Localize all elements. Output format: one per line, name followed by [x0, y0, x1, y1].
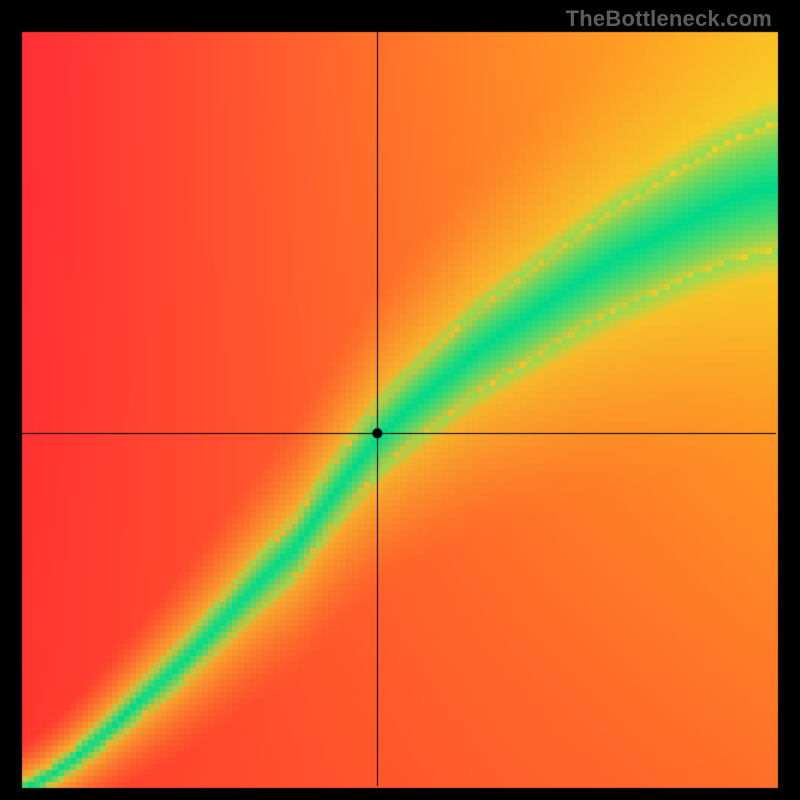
heatmap-canvas [0, 0, 800, 800]
chart-container: TheBottleneck.com [0, 0, 800, 800]
watermark-text: TheBottleneck.com [566, 6, 772, 32]
